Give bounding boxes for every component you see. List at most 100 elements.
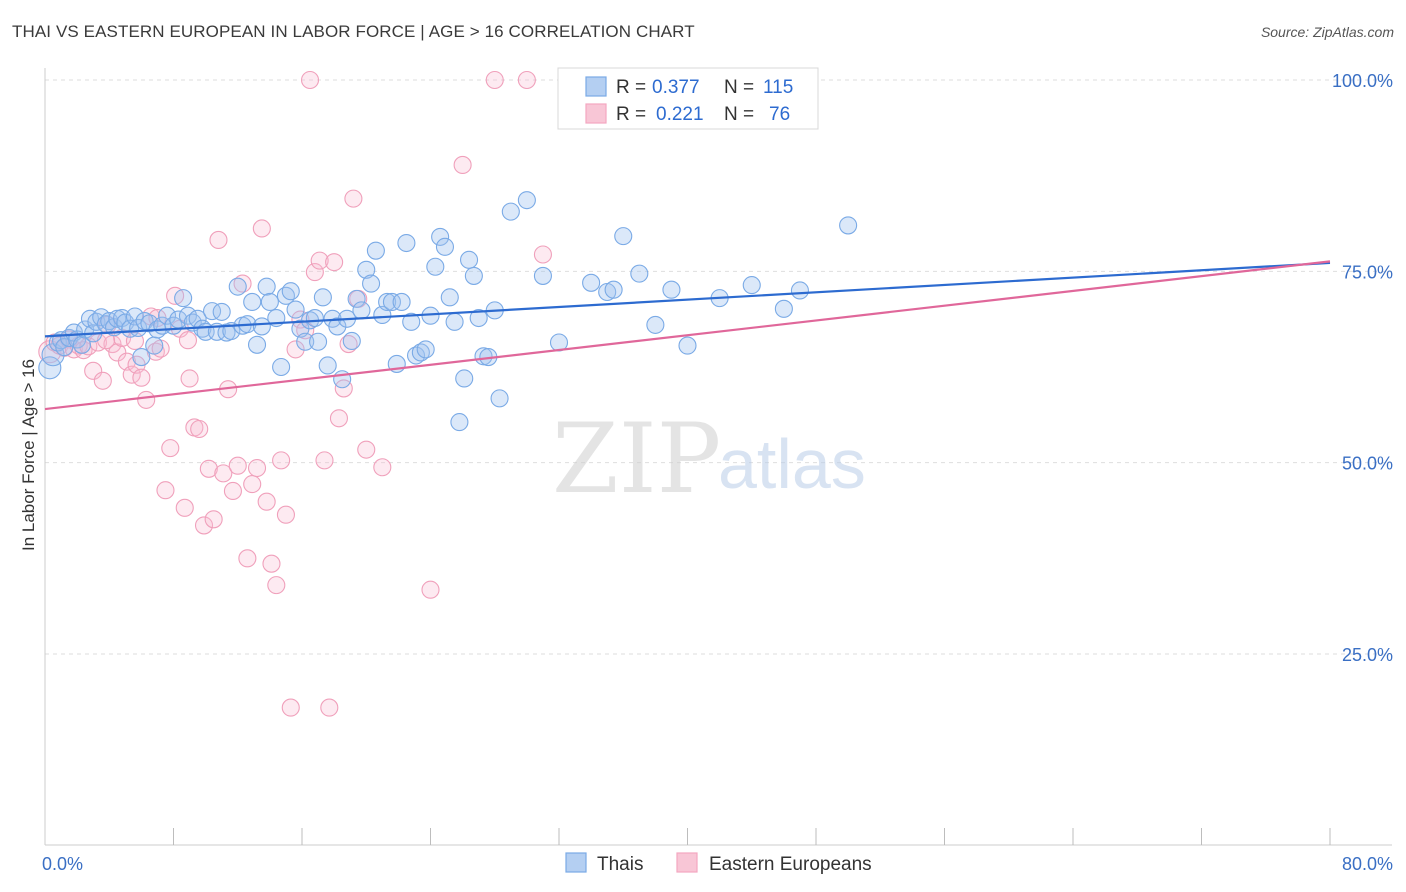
- thais-point: [533, 266, 552, 285]
- eastern-point: [252, 219, 271, 238]
- thais-point: [426, 257, 445, 276]
- eastern-point: [132, 368, 151, 387]
- thais-point: [135, 312, 154, 331]
- bottom-legend-label-thais: Thais: [597, 854, 643, 875]
- thais-point: [378, 292, 397, 311]
- eastern-point: [373, 458, 392, 477]
- eastern-point: [122, 365, 141, 384]
- thais-point: [318, 356, 337, 375]
- eastern-point: [357, 440, 376, 459]
- eastern-point: [178, 331, 198, 350]
- thais-point: [455, 369, 474, 388]
- top-legend: R = 0.377 N = 115 R = 0.221 N = 76: [557, 67, 819, 130]
- thais-point: [662, 280, 681, 299]
- thais-point: [132, 348, 151, 367]
- thais-point: [445, 312, 464, 331]
- legend-n-label-thais: N =: [724, 77, 754, 98]
- thais-point: [646, 315, 665, 334]
- bottom-legend-swatch-eastern: [676, 852, 698, 873]
- thais-point: [145, 336, 164, 355]
- legend-swatch-eastern: [585, 103, 607, 124]
- thais-point: [252, 317, 271, 336]
- thais-point: [309, 332, 328, 351]
- thais-point: [397, 233, 416, 253]
- eastern-point: [209, 230, 228, 250]
- legend-swatch-thais: [585, 76, 607, 97]
- eastern-point: [84, 361, 103, 380]
- grid-lines: [45, 79, 1392, 655]
- eastern-point: [300, 70, 320, 90]
- bottom-legend-label-eastern: Eastern Europeans: [709, 854, 872, 875]
- eastern-point: [204, 510, 223, 529]
- eastern-point: [453, 155, 472, 175]
- bottom-legend-swatch-thais: [565, 852, 587, 873]
- eastern-point: [175, 498, 194, 517]
- thais-point: [260, 292, 279, 311]
- thais-point: [357, 260, 376, 279]
- eastern-points: [38, 70, 552, 717]
- thais-point: [790, 281, 809, 300]
- x-tick-label: 80.0%: [1342, 854, 1393, 874]
- eastern-point: [190, 419, 209, 439]
- thais-point: [614, 227, 633, 246]
- y-tick-label: 50.0%: [1342, 454, 1393, 474]
- eastern-point: [238, 549, 257, 568]
- eastern-point: [199, 459, 218, 478]
- legend-n-label-eastern: N =: [724, 104, 754, 125]
- eastern-point: [180, 369, 199, 388]
- thais-point: [382, 292, 402, 311]
- eastern-point: [228, 456, 247, 475]
- eastern-point: [291, 310, 310, 329]
- eastern-point: [272, 451, 291, 470]
- thais-point: [411, 343, 430, 362]
- eastern-point: [305, 263, 324, 282]
- axes: [44, 68, 1392, 846]
- thais-point: [272, 357, 291, 377]
- eastern-point: [161, 439, 180, 458]
- eastern-point: [194, 516, 214, 535]
- thais-point: [490, 389, 509, 408]
- eastern-trend-line: [44, 260, 1331, 411]
- legend-r-label-thais: R =: [616, 77, 646, 98]
- eastern-point: [156, 481, 175, 500]
- thais-point: [328, 317, 347, 336]
- thais-point: [464, 266, 483, 285]
- eastern-point: [421, 580, 440, 599]
- x-tick-labels: 0.0% 80.0%: [42, 854, 1393, 874]
- thais-point: [440, 288, 459, 307]
- thais-point: [281, 282, 300, 301]
- thais-point: [459, 250, 479, 269]
- eastern-point: [334, 379, 353, 398]
- eastern-point: [267, 576, 286, 595]
- eastern-point: [262, 554, 281, 573]
- eastern-point: [329, 409, 348, 428]
- thais-point: [305, 308, 324, 328]
- thais-point: [243, 292, 262, 311]
- eastern-point: [320, 698, 339, 717]
- thais-point: [469, 308, 488, 328]
- eastern-point: [315, 451, 334, 470]
- thais-point: [416, 340, 435, 359]
- thais-point: [406, 346, 426, 365]
- thais-point: [342, 331, 361, 351]
- legend-r-value-thais: 0.377: [652, 77, 700, 98]
- thais-point: [203, 302, 222, 321]
- source-credit: Source: ZipAtlas.com: [1260, 24, 1394, 40]
- y-tick-labels: 25.0% 50.0% 75.0% 100.0%: [1332, 71, 1393, 665]
- eastern-point: [223, 481, 242, 501]
- thais-point: [313, 288, 332, 307]
- thais-point: [742, 276, 761, 295]
- eastern-point: [276, 505, 295, 524]
- thais-point: [347, 289, 366, 308]
- eastern-point: [281, 698, 300, 717]
- y-tick-label: 75.0%: [1342, 262, 1393, 282]
- chart-title: THAI VS EASTERN EUROPEAN IN LABOR FORCE …: [12, 22, 695, 41]
- watermark-atlas: atlas: [718, 425, 866, 503]
- thais-point: [431, 227, 450, 246]
- x-tick-label: 0.0%: [42, 854, 83, 874]
- y-tick-label: 25.0%: [1342, 645, 1393, 665]
- thais-point: [435, 237, 455, 256]
- thais-point: [604, 280, 623, 299]
- thais-point: [392, 292, 411, 311]
